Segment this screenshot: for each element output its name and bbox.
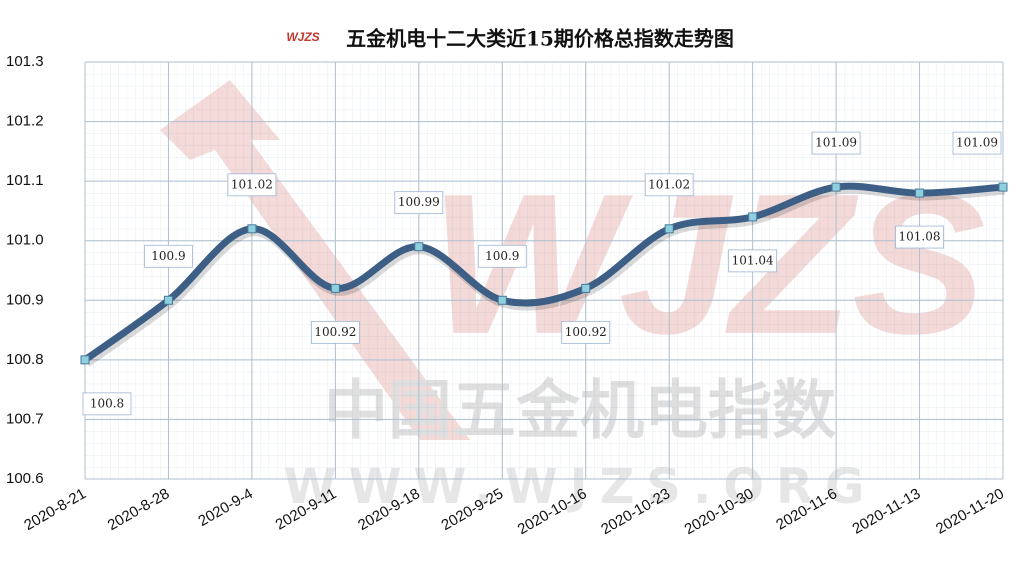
data-label: 100.99 [398, 195, 440, 209]
data-label-box [82, 392, 132, 416]
data-label-box [310, 320, 360, 344]
data-label-box [895, 225, 944, 249]
data-label-box [394, 191, 444, 215]
y-tick-label: 101.3 [6, 53, 44, 70]
watermark-text: 中国五金机电指数 [324, 375, 836, 449]
point [581, 283, 591, 293]
x-tick-label: 2020-11-20 [933, 485, 1007, 538]
data-label: 101.09 [956, 136, 998, 150]
data-label-box [728, 249, 778, 273]
data-label: 100.92 [565, 325, 607, 339]
data-label-box [952, 131, 1002, 155]
point [998, 182, 1008, 192]
logo: WJZS [286, 30, 319, 44]
point [915, 188, 925, 198]
y-tick-label: 101.2 [6, 113, 44, 130]
data-label-box [644, 173, 694, 197]
point [247, 224, 257, 234]
data-label-box [477, 244, 527, 268]
data-label: 101.04 [732, 253, 774, 267]
point [163, 295, 173, 305]
data-label: 101.02 [648, 177, 690, 191]
data-label: 100.8 [90, 396, 124, 410]
watermark-url: WWW.WJZS.ORG [284, 459, 877, 515]
data-label-box [811, 131, 861, 155]
data-label-box [227, 173, 277, 197]
watermark-arrow [160, 80, 470, 440]
point [831, 182, 841, 192]
data-label: 101.08 [899, 230, 941, 244]
data-label: 100.9 [485, 249, 519, 263]
point [80, 355, 90, 365]
point [497, 295, 507, 305]
data-label: 101.09 [815, 136, 857, 150]
point [664, 224, 674, 234]
point [414, 242, 424, 252]
y-tick-label: 100.8 [6, 351, 44, 368]
plot-area [85, 62, 1003, 479]
y-tick-label: 100.9 [6, 291, 44, 308]
x-tick-label: 2020-9-4 [195, 485, 256, 530]
y-tick-label: 100.6 [6, 470, 44, 487]
data-label: 100.92 [314, 325, 356, 339]
x-tick-label: 2020-8-28 [105, 485, 173, 534]
data-label-box [561, 320, 611, 344]
point [748, 212, 758, 222]
x-tick-label: 2020-8-21 [21, 485, 89, 534]
y-tick-label: 101.1 [6, 172, 44, 189]
y-tick-label: 100.7 [6, 410, 44, 427]
data-label: 101.02 [231, 177, 273, 191]
chart-title: 五金机电十二大类近15期价格总指数走势图 [346, 27, 734, 51]
data-label: 100.9 [151, 249, 185, 263]
point [330, 283, 340, 293]
y-tick-label: 101.0 [6, 232, 44, 249]
data-label-box [144, 244, 193, 268]
